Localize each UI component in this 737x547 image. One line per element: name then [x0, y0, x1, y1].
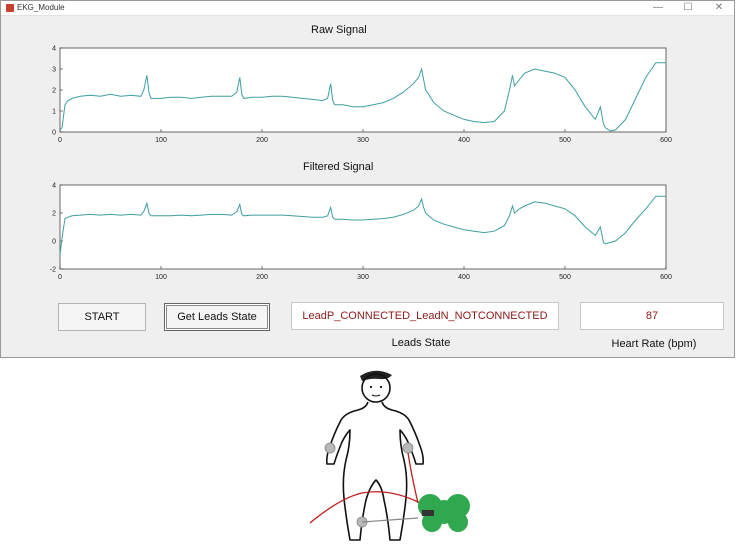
head — [361, 373, 391, 403]
raw-x-tick-label: 0 — [58, 137, 62, 144]
body-outline — [326, 401, 424, 541]
electrode-left-arm — [402, 442, 414, 454]
gray-lead-wire — [361, 517, 419, 523]
raw-y-tick-label: 4 — [52, 46, 56, 53]
minimize-icon[interactable]: — — [653, 2, 663, 13]
filtered-y-tick-label: 4 — [52, 183, 56, 190]
raw-y-tick-label: 2 — [52, 88, 56, 95]
electrode-right-arm — [324, 442, 336, 454]
raw-signal-title: Raw Signal — [311, 24, 367, 36]
left-eye — [369, 385, 373, 389]
red-lead-wire — [309, 491, 421, 524]
raw-y-tick-label: 1 — [52, 109, 56, 116]
right-eye — [379, 385, 383, 389]
filtered-signal-line — [59, 195, 666, 256]
filtered-x-tick-label: 100 — [155, 274, 167, 281]
filtered-x-tick-label: 300 — [357, 274, 369, 281]
leads-state-field: LeadP_CONNECTED_LeadN_NOTCONNECTED — [291, 302, 559, 330]
raw-x-tick-label: 300 — [357, 137, 369, 144]
red-lead-wire-2 — [407, 452, 419, 504]
filtered-signal-title: Filtered Signal — [303, 161, 374, 173]
raw-plot-area — [59, 47, 667, 133]
matlab-app-icon — [6, 4, 14, 12]
window-title: EKG_Module — [17, 3, 65, 12]
ekg-module-window: EKG_Module — ☐ ✕ Raw Signal Filtered Sig… — [0, 0, 735, 358]
filtered-x-tick-label: 600 — [660, 274, 672, 281]
mouth — [371, 394, 381, 397]
raw-signal-axes: 0 100 200 300 400 500 600 0 1 2 3 4 — [52, 46, 672, 145]
raw-x-tick-label: 400 — [458, 137, 470, 144]
raw-y-tick-label: 3 — [52, 67, 56, 74]
filtered-x-tick-label: 400 — [458, 274, 470, 281]
signal-plots: 0 100 200 300 400 500 600 0 1 2 3 4 0 100 200 300 400 50… — [50, 46, 672, 282]
body-electrode-illustration — [309, 370, 470, 541]
filtered-x-tick-label: 0 — [58, 274, 62, 281]
hair — [360, 370, 392, 381]
filtered-y-tick-label: -2 — [50, 267, 56, 274]
filtered-y-tick-label: 2 — [52, 211, 56, 218]
raw-signal-line — [59, 62, 666, 132]
ekg-sensor-board-icon — [418, 494, 470, 532]
heart-rate-label: Heart Rate (bpm) — [611, 338, 697, 350]
window-titlebar: EKG_Module — ☐ ✕ — [1, 1, 734, 16]
start-button[interactable]: START — [58, 303, 146, 331]
raw-x-tick-label: 100 — [155, 137, 167, 144]
maximize-icon[interactable]: ☐ — [683, 2, 693, 13]
close-icon[interactable]: ✕ — [714, 2, 724, 13]
raw-x-tick-label: 200 — [256, 137, 268, 144]
get-leads-state-button[interactable]: Get Leads State — [164, 303, 270, 331]
heart-rate-field: 87 — [580, 302, 724, 330]
filtered-x-tick-label: 500 — [559, 274, 571, 281]
raw-x-tick-label: 500 — [559, 137, 571, 144]
leads-state-label: Leads State — [391, 337, 451, 349]
filtered-plot-area — [59, 184, 667, 270]
raw-x-tick-label: 600 — [660, 137, 672, 144]
filtered-x-tick-label: 200 — [256, 274, 268, 281]
filtered-y-tick-label: 0 — [52, 239, 56, 246]
raw-y-tick-label: 0 — [52, 130, 56, 137]
